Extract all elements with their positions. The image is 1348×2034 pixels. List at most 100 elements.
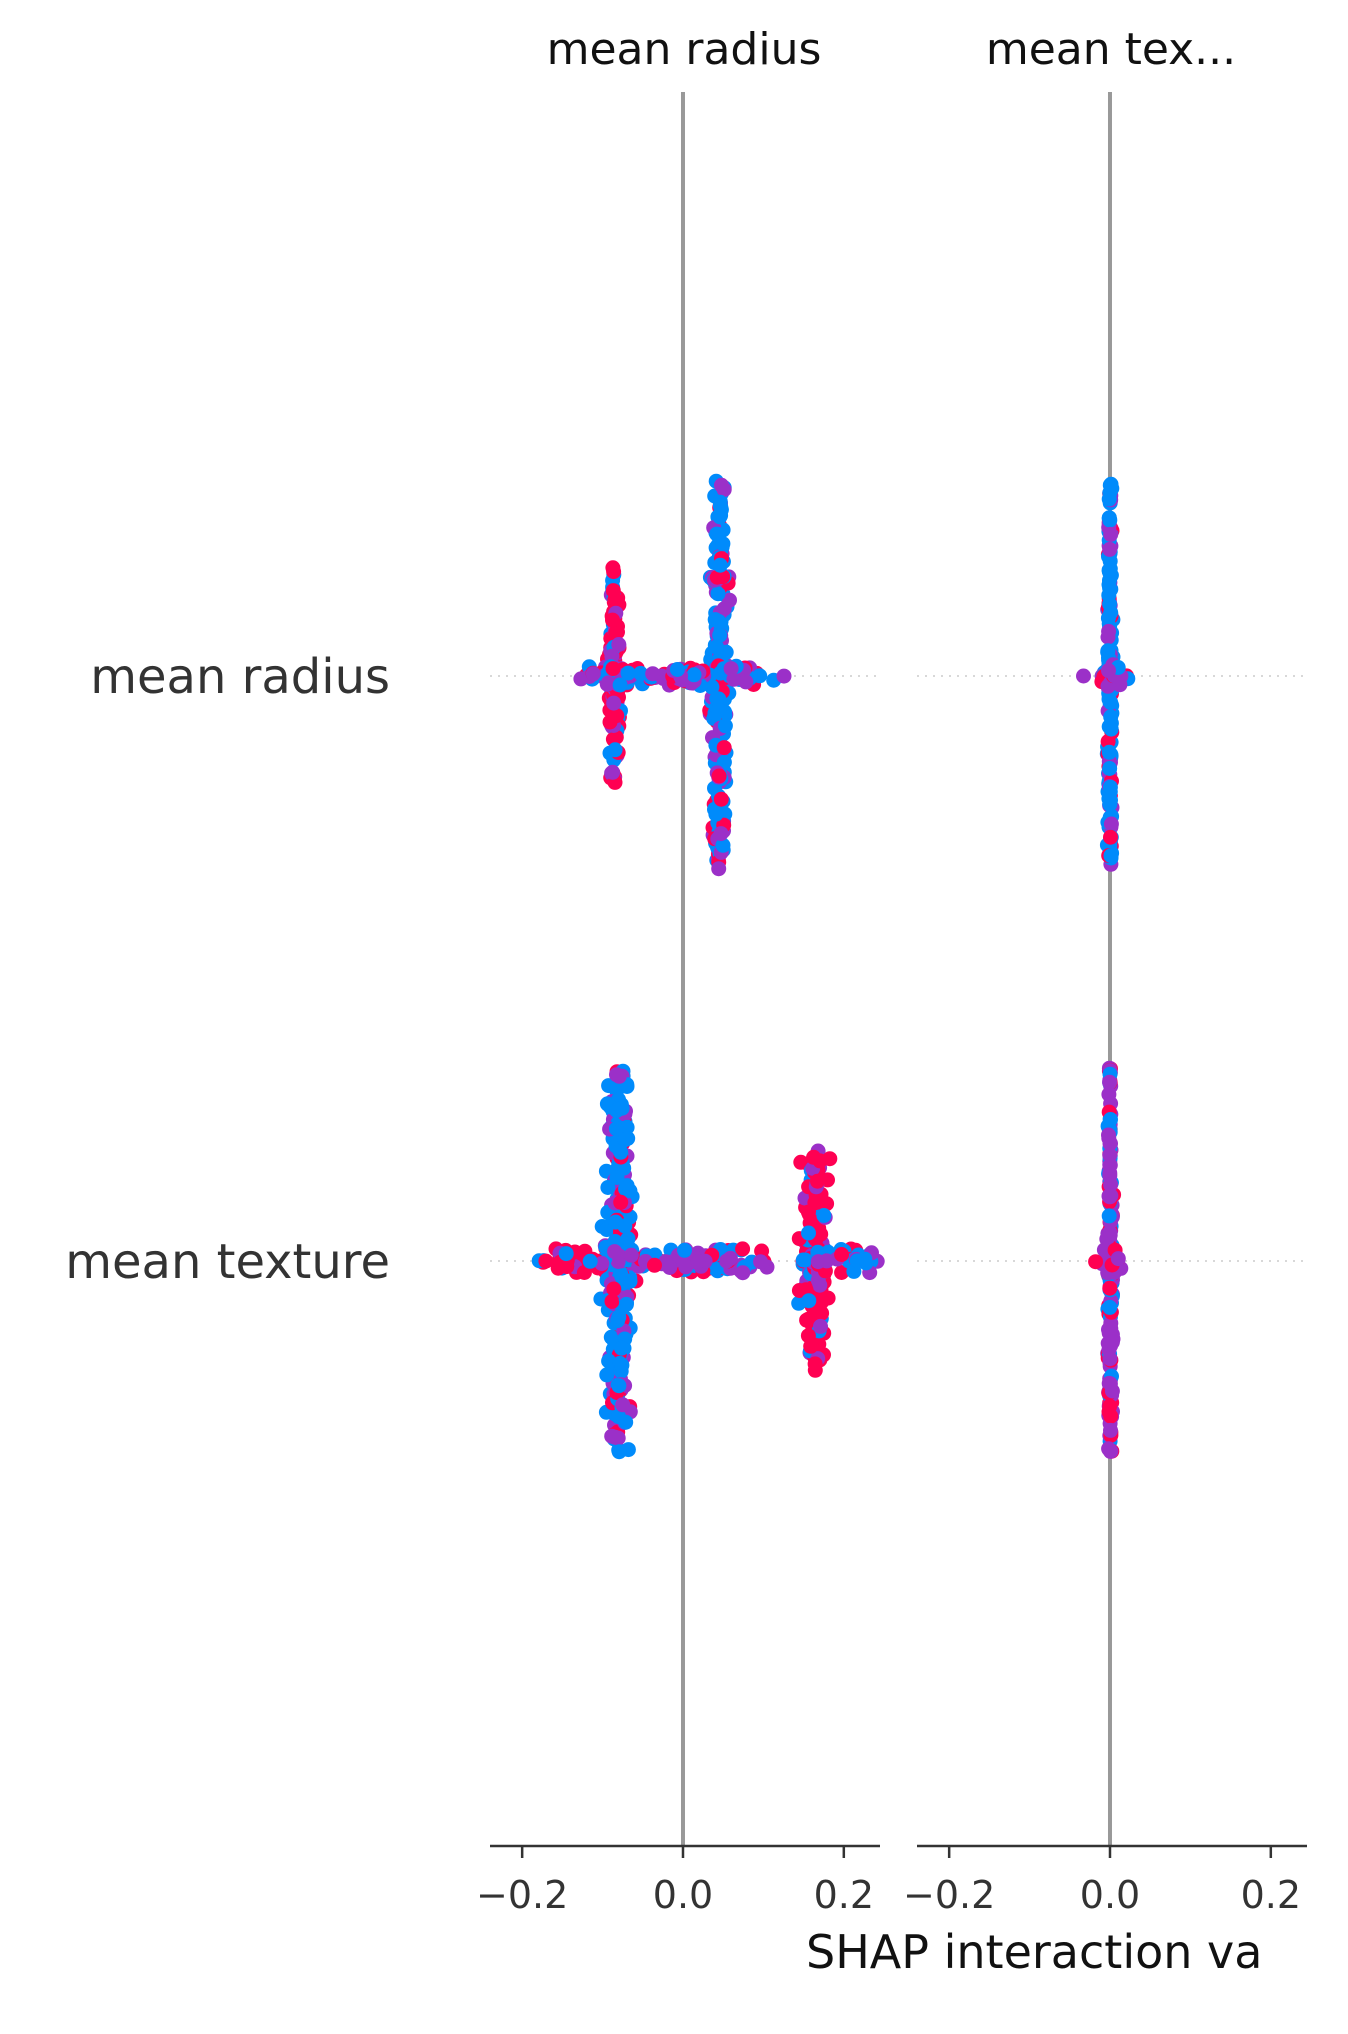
data-point xyxy=(605,612,620,628)
data-point xyxy=(610,1313,626,1329)
x-tick-label: 0.0 xyxy=(653,1873,713,1917)
feature-label-mean-texture: mean texture xyxy=(65,1234,390,1290)
data-point xyxy=(633,665,649,681)
data-point xyxy=(791,1283,807,1298)
data-point xyxy=(834,1265,850,1280)
data-point xyxy=(1076,668,1091,684)
data-point xyxy=(605,583,621,599)
data-point xyxy=(614,1340,629,1356)
data-point xyxy=(613,1194,629,1210)
data-point xyxy=(813,1318,828,1334)
data-point xyxy=(1103,1177,1119,1193)
data-point xyxy=(1112,677,1128,693)
data-point xyxy=(711,614,727,629)
data-point xyxy=(1103,829,1118,845)
data-point xyxy=(1103,721,1119,737)
data-point xyxy=(806,1149,822,1165)
data-point xyxy=(1101,562,1117,578)
data-point xyxy=(799,1312,815,1328)
data-point xyxy=(1102,1157,1118,1173)
data-point xyxy=(795,1252,811,1268)
data-point xyxy=(1110,1251,1126,1267)
data-point xyxy=(1102,761,1118,776)
data-point xyxy=(1102,512,1118,528)
x-tick-label: 0.2 xyxy=(814,1873,874,1917)
data-point xyxy=(677,1242,692,1258)
data-point xyxy=(713,791,729,807)
data-point xyxy=(690,1254,706,1269)
data-point xyxy=(723,661,739,677)
data-point xyxy=(717,718,733,734)
data-point xyxy=(716,601,732,617)
x-axis-title: SHAP interaction va xyxy=(806,1925,1262,1979)
data-point xyxy=(801,1225,816,1241)
panel-title-mean-radius: mean radius xyxy=(547,24,822,75)
data-point xyxy=(1101,1188,1117,1204)
data-point xyxy=(686,667,702,683)
data-point xyxy=(1103,816,1119,832)
data-point xyxy=(715,536,731,552)
data-point xyxy=(1103,1112,1118,1127)
data-point xyxy=(819,1196,835,1212)
data-point xyxy=(711,861,727,877)
data-point xyxy=(715,837,731,853)
data-point xyxy=(1102,694,1118,709)
data-point xyxy=(605,560,621,576)
data-point xyxy=(1103,848,1119,864)
data-point xyxy=(801,1293,817,1309)
data-point xyxy=(811,1302,827,1318)
data-point xyxy=(614,1357,630,1373)
data-point xyxy=(620,665,636,681)
data-point xyxy=(709,691,725,707)
data-point xyxy=(614,1100,630,1116)
data-point xyxy=(735,1241,751,1257)
data-point xyxy=(669,662,685,677)
data-point xyxy=(712,557,728,573)
data-point xyxy=(816,1208,832,1223)
data-point xyxy=(712,627,728,643)
data-point xyxy=(1101,1441,1117,1457)
data-point xyxy=(607,1244,623,1260)
data-point xyxy=(601,1353,617,1369)
data-point xyxy=(709,639,724,655)
data-point xyxy=(600,1180,616,1195)
data-point xyxy=(1102,1351,1118,1367)
data-point xyxy=(1101,1127,1116,1143)
data-point xyxy=(1101,1086,1117,1102)
data-point xyxy=(1100,610,1116,626)
data-point xyxy=(576,1265,592,1280)
data-point xyxy=(711,702,727,718)
data-point xyxy=(1102,541,1118,557)
data-point xyxy=(1101,623,1117,639)
data-point xyxy=(599,1367,615,1383)
data-point xyxy=(716,754,732,770)
data-point xyxy=(618,1414,634,1430)
data-point xyxy=(620,1130,636,1146)
data-point xyxy=(613,1144,629,1160)
data-point xyxy=(1102,1074,1118,1090)
data-point xyxy=(606,1281,622,1297)
data-point xyxy=(585,666,601,682)
data-point xyxy=(538,1253,554,1269)
data-point xyxy=(803,1338,819,1354)
data-point xyxy=(609,708,625,724)
data-point xyxy=(776,668,792,684)
data-point xyxy=(606,695,622,711)
data-point xyxy=(609,1170,625,1185)
data-point xyxy=(647,1257,662,1273)
data-point xyxy=(608,1214,624,1230)
data-point xyxy=(704,679,720,695)
data-point xyxy=(1101,587,1117,603)
data-point xyxy=(735,1265,751,1281)
data-point xyxy=(558,1246,574,1262)
data-point xyxy=(712,509,728,525)
data-point xyxy=(1102,1376,1118,1392)
x-tick-label: −0.2 xyxy=(476,1873,568,1917)
data-point xyxy=(605,661,621,677)
data-point xyxy=(714,477,729,493)
data-point xyxy=(620,1231,636,1247)
data-point xyxy=(623,1247,639,1263)
x-tick-label: 0.0 xyxy=(1080,1873,1140,1917)
data-point xyxy=(1102,779,1118,795)
